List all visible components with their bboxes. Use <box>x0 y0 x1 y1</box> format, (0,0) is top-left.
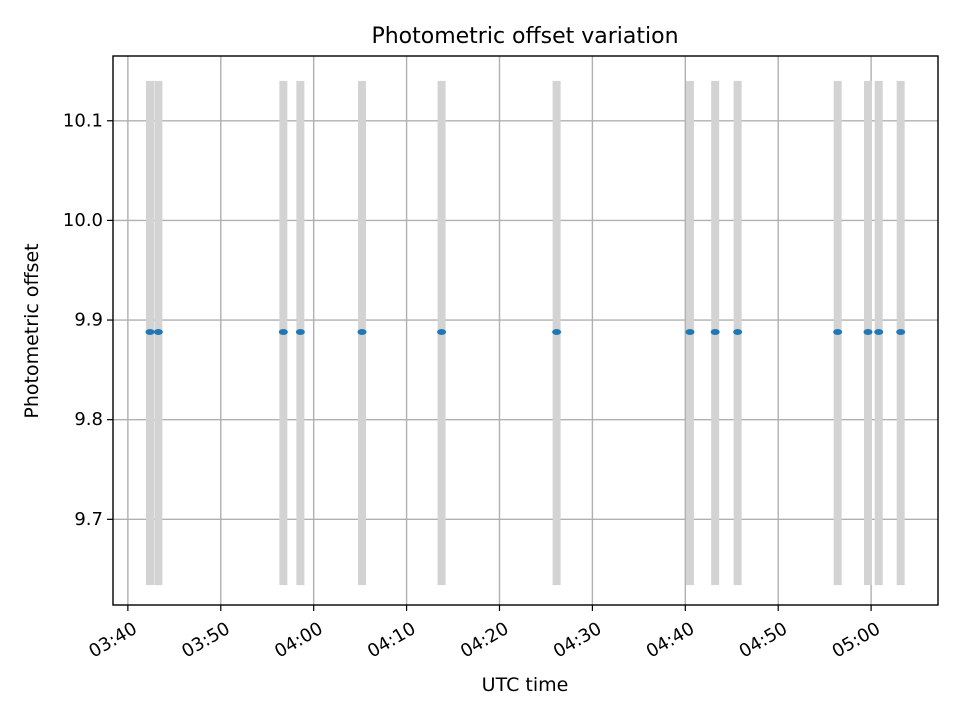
data-point <box>733 328 743 335</box>
data-point <box>295 328 305 335</box>
x-tick-label: 04:00 <box>271 618 326 662</box>
x-tick-label: 04:40 <box>643 618 698 662</box>
data-point <box>145 328 155 335</box>
data-point <box>552 328 562 335</box>
y-tick-label: 9.9 <box>74 310 103 331</box>
data-points <box>145 328 906 335</box>
x-tick-label: 04:20 <box>457 618 512 662</box>
data-point <box>710 328 720 335</box>
x-tick-label: 04:10 <box>364 618 419 662</box>
grid <box>113 56 938 605</box>
y-tick-label: 10.0 <box>63 210 103 231</box>
y-tick-label: 10.1 <box>63 110 103 131</box>
data-point <box>278 328 288 335</box>
data-point <box>153 328 163 335</box>
data-point <box>357 328 367 335</box>
data-point <box>874 328 884 335</box>
y-axis-label: Photometric offset <box>21 243 43 418</box>
y-tick-label: 9.7 <box>74 509 103 530</box>
y-axis-ticks: 9.7 9.8 9.9 10.0 10.1 <box>63 110 113 530</box>
chart-title: Photometric offset variation <box>371 24 678 49</box>
x-tick-label: 03:50 <box>178 618 233 662</box>
plot-frame <box>112 55 939 606</box>
data-point <box>833 328 843 335</box>
y-tick-label: 9.8 <box>74 409 103 430</box>
x-tick-label: 05:00 <box>829 618 884 662</box>
x-axis-label: UTC time <box>482 674 569 696</box>
x-tick-label: 03:40 <box>85 618 140 662</box>
data-point <box>863 328 873 335</box>
error-bands <box>146 80 905 586</box>
x-axis-ticks: 03:40 03:50 04:00 04:10 04:20 04:30 04:40 04:50… <box>85 605 884 662</box>
x-tick-label: 04:50 <box>736 618 791 662</box>
data-point <box>437 328 447 335</box>
data-point <box>896 328 906 335</box>
x-tick-label: 04:30 <box>550 618 605 662</box>
data-point <box>685 328 695 335</box>
